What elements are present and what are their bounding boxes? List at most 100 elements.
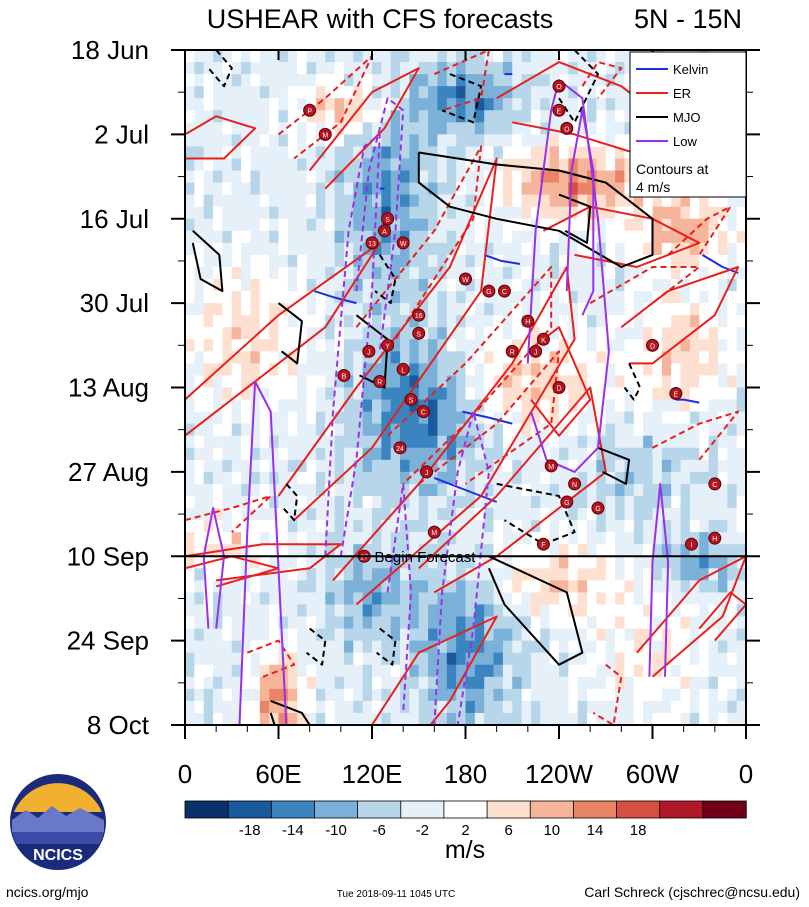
heatmap-cell [643, 230, 654, 244]
heatmap-cell [185, 375, 195, 389]
heatmap-cell [456, 327, 467, 340]
heatmap-cell [577, 218, 588, 232]
heatmap-cell [353, 218, 364, 232]
heatmap-cell [474, 74, 485, 87]
heatmap-cell [540, 194, 551, 208]
heatmap-cell [418, 580, 429, 594]
heatmap-cell [587, 544, 597, 557]
heatmap-cell [699, 266, 710, 280]
heatmap-cell [493, 291, 504, 304]
heatmap-cell [325, 435, 336, 449]
y-tick-label: 18 Jun [71, 35, 149, 65]
x-tick-label: 60W [626, 759, 680, 789]
heatmap-cell [624, 508, 635, 521]
heatmap-cell [269, 146, 280, 160]
heatmap-cell [530, 544, 541, 557]
y-tick-label: 27 Aug [68, 457, 149, 487]
heatmap-cell [315, 399, 326, 413]
heatmap-cell [362, 146, 373, 160]
heatmap-cell [446, 640, 457, 654]
heatmap-cell [540, 50, 551, 63]
heatmap-cell [428, 351, 439, 364]
heatmap-cell [540, 182, 551, 196]
heatmap-cell [615, 423, 626, 437]
heatmap-cell [717, 532, 728, 545]
heatmap-cell [521, 676, 532, 690]
heatmap-cell [381, 640, 392, 654]
heatmap-cell [708, 676, 719, 690]
heatmap-cell [334, 640, 345, 654]
heatmap-cell [372, 568, 382, 581]
heatmap-cell [390, 556, 401, 569]
heatmap-cell [465, 556, 476, 569]
heatmap-cell [727, 459, 738, 473]
heatmap-cell [353, 508, 364, 521]
heatmap-cell [259, 664, 270, 678]
heatmap-cell [484, 194, 495, 208]
heatmap-cell [278, 544, 289, 557]
heatmap-cell [278, 194, 289, 208]
heatmap-cell [540, 315, 551, 328]
heatmap-cell [185, 495, 195, 509]
heatmap-cell [241, 459, 252, 473]
storm-marker: F [536, 537, 550, 551]
heatmap-cell [727, 447, 738, 461]
contour-er [636, 555, 746, 678]
heatmap-cell [587, 556, 597, 569]
heatmap-cell [540, 387, 551, 401]
heatmap-cell [502, 218, 513, 232]
heatmap-cell [605, 86, 616, 99]
heatmap-cell [278, 520, 289, 533]
heatmap-cell [194, 279, 205, 292]
heatmap-cell [381, 544, 392, 557]
contour-low [648, 482, 670, 677]
heatmap-cell [512, 158, 523, 172]
heatmap-cell [222, 110, 233, 123]
heatmap-cell [185, 146, 195, 160]
heatmap-cell [605, 122, 616, 135]
heatmap-cell [278, 435, 289, 449]
heatmap-cell [306, 134, 317, 148]
heatmap-cell [250, 628, 261, 642]
heatmap-cell [689, 700, 700, 714]
heatmap-cell [409, 50, 420, 63]
heatmap-cell [315, 508, 326, 521]
heatmap-cell [446, 86, 457, 99]
heatmap-cell [699, 242, 710, 256]
heatmap-cell [587, 98, 597, 111]
begin-forecast-label: Begin Forecast [375, 549, 477, 566]
heatmap-cell [437, 315, 448, 328]
heatmap-cell [315, 411, 326, 425]
heatmap-cell [231, 604, 242, 618]
heatmap-cell [269, 508, 280, 521]
heatmap-cell [643, 242, 654, 256]
storm-icon [337, 368, 351, 382]
heatmap-cell [315, 86, 326, 99]
heatmap-cell [250, 266, 261, 280]
heatmap-cell [315, 688, 326, 702]
heatmap-cell [297, 532, 308, 545]
heatmap-cell [474, 676, 485, 690]
heatmap-cell [605, 266, 616, 280]
heatmap-cell [512, 688, 523, 702]
heatmap-cell [502, 495, 513, 509]
heatmap-cell [241, 508, 252, 521]
storm-marker: G [482, 284, 496, 298]
heatmap-cell [315, 375, 326, 389]
heatmap-cell [185, 640, 195, 654]
legend-note-line1: Contours at [636, 161, 708, 177]
heatmap-cell [287, 146, 298, 160]
heatmap-cell [325, 122, 336, 135]
heatmap-cell [530, 616, 541, 630]
heatmap-cell [605, 375, 616, 389]
heatmap-cell [587, 110, 597, 123]
heatmap-cell [381, 194, 392, 208]
heatmap-cell [343, 351, 354, 364]
heatmap-cell [717, 604, 728, 618]
storm-icon [552, 103, 566, 117]
heatmap-cell [250, 544, 261, 557]
heatmap-cell [203, 339, 214, 352]
heatmap-cell [512, 122, 523, 135]
heatmap-cell [372, 158, 382, 172]
heatmap-cell [530, 242, 541, 256]
